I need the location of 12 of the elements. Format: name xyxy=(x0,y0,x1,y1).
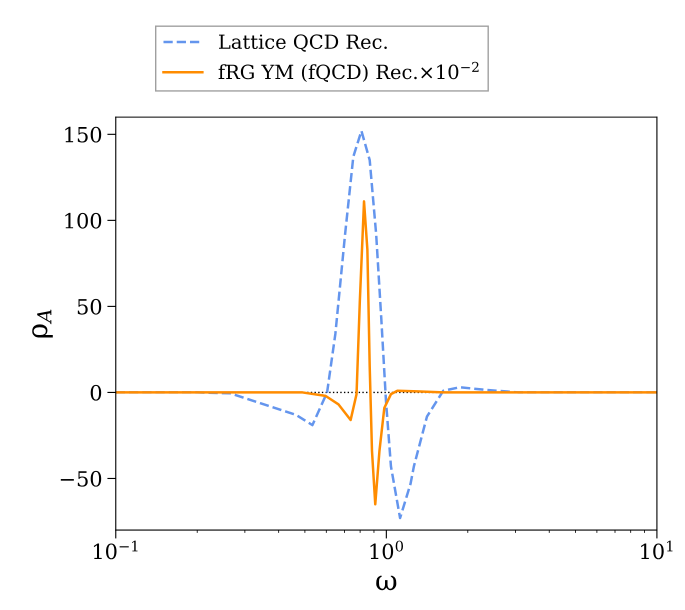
y-tick-label: 100 xyxy=(65,212,102,229)
legend-label: Lattice QCD Rec. xyxy=(218,34,387,52)
x-axis-title: ω xyxy=(376,576,396,590)
x-tick-label: 10$^{0}$ xyxy=(370,540,404,560)
x-tick-label: 10$^{−1}$ xyxy=(94,540,138,560)
y-tick-label: 150 xyxy=(65,126,102,143)
y-tick-label: 0 xyxy=(90,384,102,401)
x-tick-label: 10$^{1}$ xyxy=(641,540,672,560)
y-tick-label: 50 xyxy=(78,298,102,315)
y-axis-title: ρ$_{A}$ xyxy=(32,310,53,338)
y-tick-label: −50 xyxy=(60,470,102,487)
legend-label: fRG YM (fQCD) Rec.×10$^{−2}$ xyxy=(218,62,479,82)
